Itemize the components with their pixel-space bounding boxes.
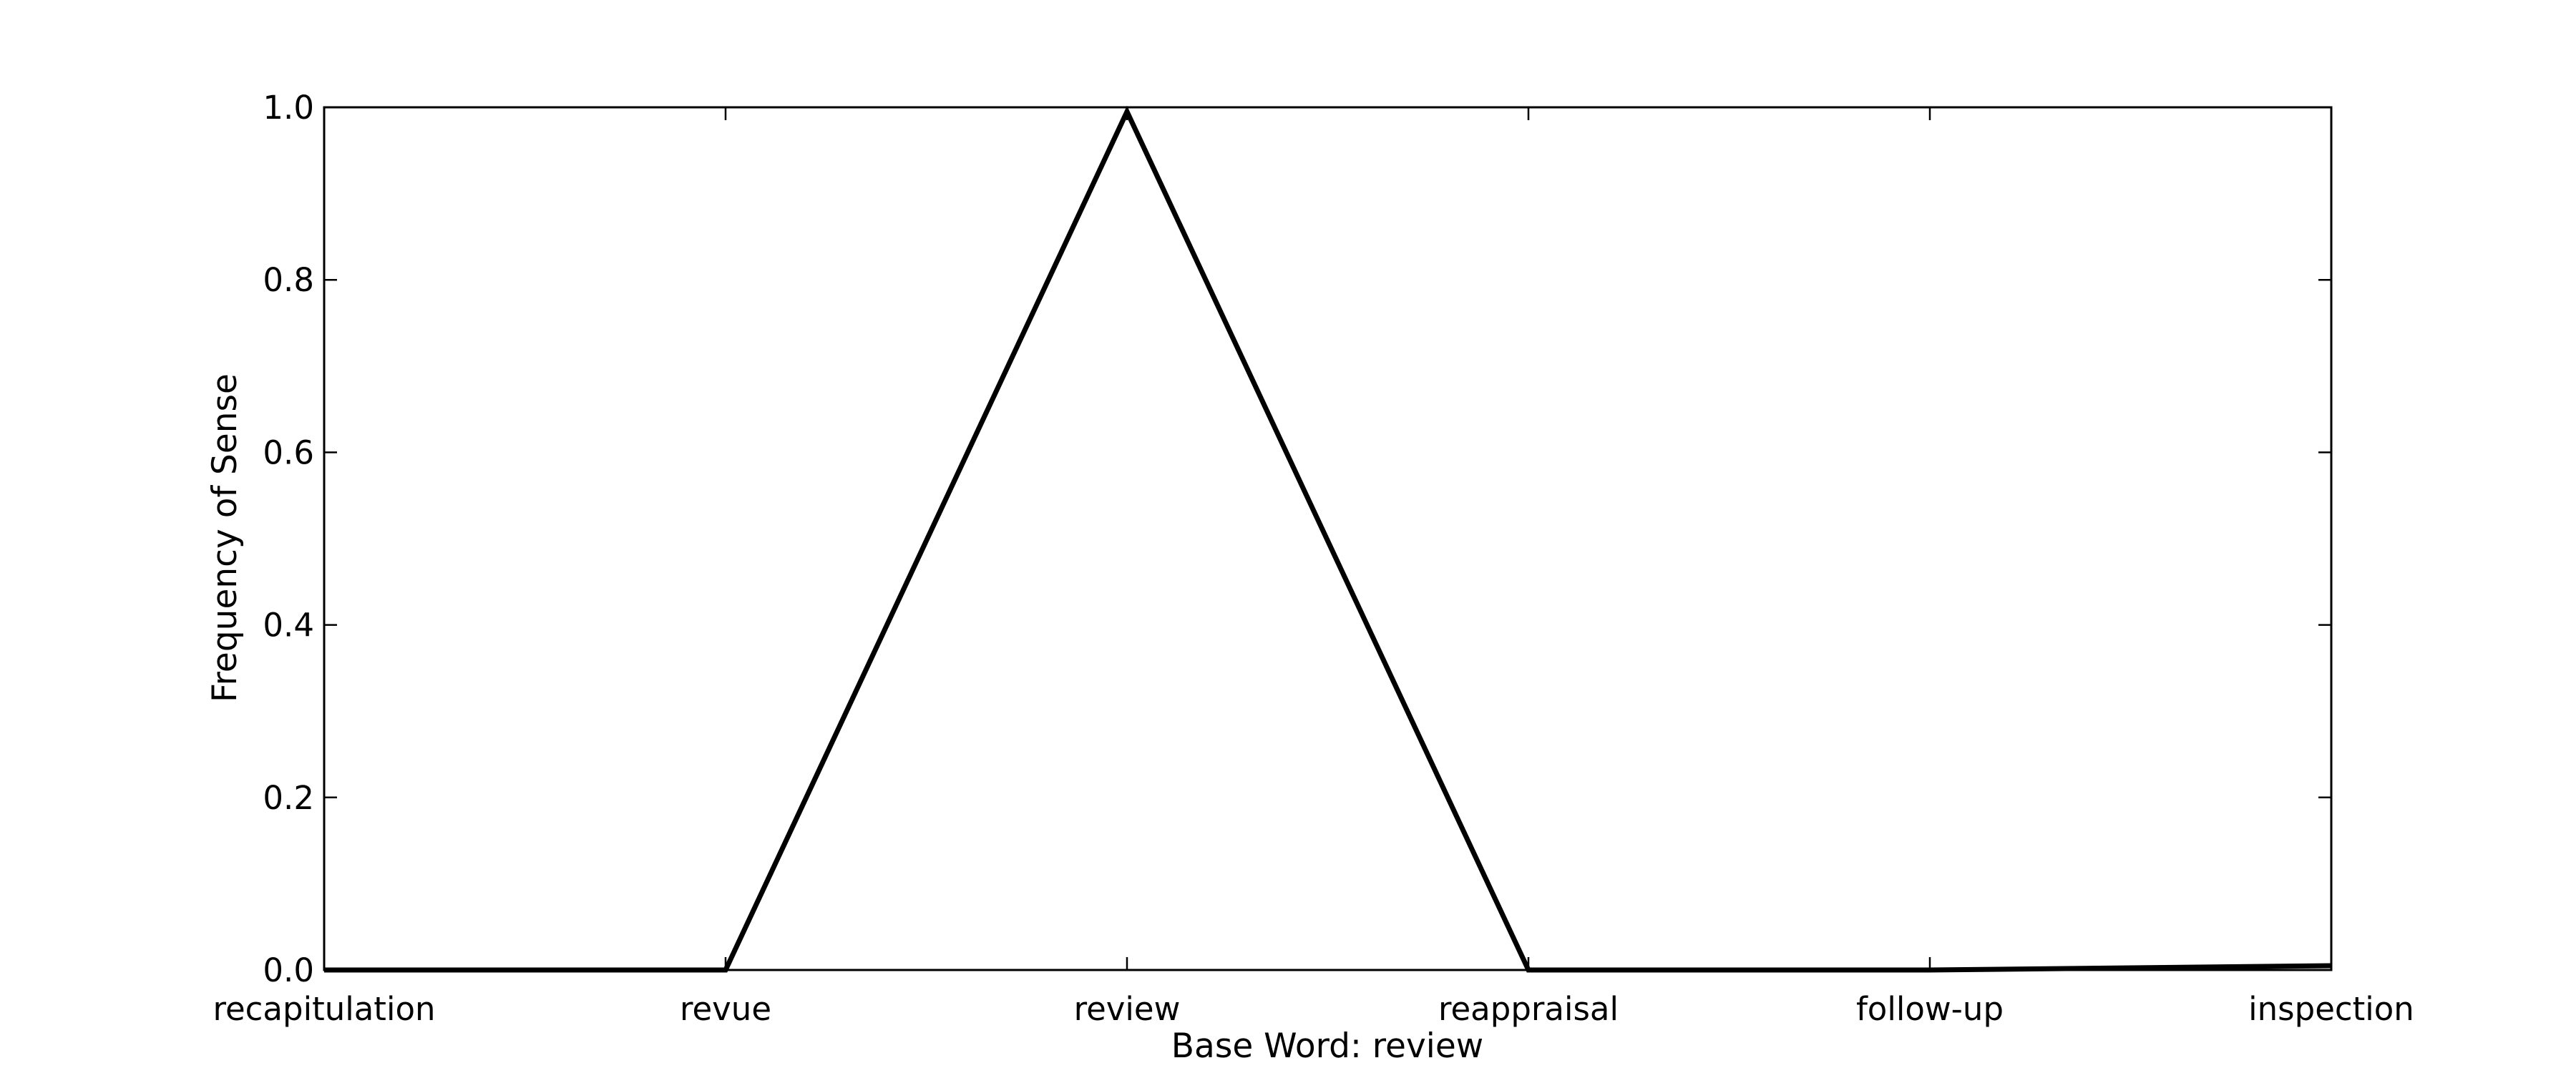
x-tick-label: recapitulation — [213, 990, 435, 1028]
x-tick-label: revue — [680, 990, 771, 1028]
x-tick-label: reappraisal — [1438, 990, 1619, 1028]
axes-frame — [323, 106, 2333, 971]
plot-area: 0.0 0.2 0.4 0.6 0.8 1.0 recapitulation revue rev… — [213, 89, 2414, 1028]
y-axis-title: Frequency of Sense — [205, 373, 245, 702]
y-tick-label: 1.0 — [263, 89, 314, 127]
y-tick-label: 0.0 — [263, 951, 314, 989]
x-tick-label: follow-up — [1856, 990, 2004, 1028]
x-tick-label: inspection — [2248, 990, 2414, 1028]
y-tick-label: 0.8 — [263, 261, 314, 299]
y-tick-label: 0.6 — [263, 433, 314, 471]
y-tick-label: 0.4 — [263, 607, 314, 645]
x-tick-label: review — [1074, 990, 1181, 1028]
y-tick-label: 0.2 — [263, 779, 314, 817]
x-axis-title: Base Word: review — [1171, 1027, 1483, 1066]
